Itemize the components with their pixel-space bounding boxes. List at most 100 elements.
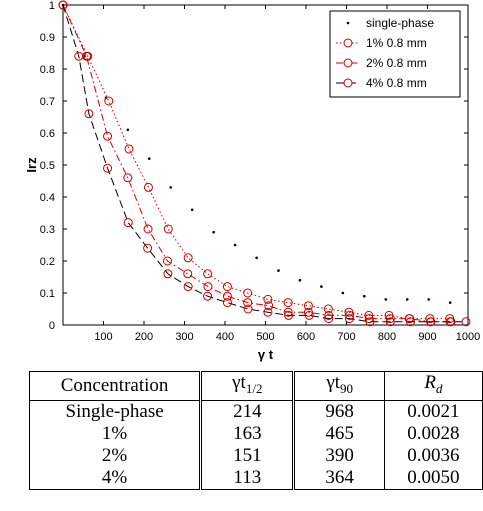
y-tick-label: 0.4 bbox=[40, 192, 55, 204]
series-point-2 bbox=[183, 269, 193, 279]
series-point-3 bbox=[103, 163, 113, 173]
series-point-3 bbox=[222, 298, 232, 308]
series-point-single-phase bbox=[384, 298, 388, 301]
series-point-2 bbox=[324, 310, 334, 320]
cell-rd: 0.0021 bbox=[407, 400, 460, 422]
table-header-row: Concentration γt1/2 γt90 Rd bbox=[29, 371, 483, 401]
series-point-2 bbox=[385, 314, 395, 324]
series-point-1 bbox=[263, 294, 273, 304]
series-point-3 bbox=[58, 0, 68, 10]
x-axis-label: γ t bbox=[258, 347, 274, 362]
series-point-1 bbox=[104, 96, 114, 106]
series-point-1 bbox=[143, 182, 153, 192]
series-point-3 bbox=[84, 109, 94, 119]
x-tick-label: 200 bbox=[135, 331, 153, 343]
y-axis-label: Irz bbox=[24, 157, 39, 173]
series-point-1 bbox=[303, 301, 313, 311]
y-tick-label: 0.3 bbox=[40, 224, 55, 236]
series-point-single-phase bbox=[427, 298, 431, 301]
x-tick-label: 300 bbox=[175, 331, 193, 343]
x-tick-label: 100 bbox=[94, 331, 112, 343]
x-tick-label: 400 bbox=[216, 331, 234, 343]
cell-t90: 390 bbox=[293, 444, 385, 467]
table-row: 2% 151 390 0.0036 bbox=[29, 444, 483, 467]
series-point-1 bbox=[364, 310, 374, 320]
cell-t-half: 113 bbox=[200, 466, 296, 490]
table-row: 4% 113 364 0.0050 bbox=[29, 466, 483, 490]
cell-t-half: 163 bbox=[200, 422, 296, 445]
series-line-1 bbox=[62, 4, 450, 320]
x-tick-label: 800 bbox=[378, 331, 396, 343]
y-tick-label: 0.5 bbox=[40, 160, 55, 172]
series-point-3 bbox=[74, 51, 84, 61]
series-point-2 bbox=[303, 307, 313, 317]
cell-concentration: 2% bbox=[29, 444, 203, 467]
series-point-3 bbox=[446, 317, 456, 327]
series-point-3 bbox=[143, 243, 153, 253]
series-point-single-phase bbox=[405, 298, 409, 301]
header-t90: γt90 bbox=[293, 371, 385, 401]
series-point-1 bbox=[283, 298, 293, 308]
series-point-2 bbox=[203, 282, 213, 292]
series-point-single-phase bbox=[212, 230, 215, 234]
series-point-1 bbox=[425, 314, 435, 324]
series-point-single-phase bbox=[448, 301, 452, 304]
legend-label-0: single-phase bbox=[366, 16, 434, 30]
x-tick-label: 700 bbox=[337, 331, 355, 343]
x-tick-label: 600 bbox=[297, 331, 315, 343]
cell-rd: 0.0036 bbox=[407, 444, 460, 466]
cell-concentration: 1% bbox=[29, 422, 203, 445]
series-point-single-phase bbox=[255, 256, 258, 260]
series-point-1 bbox=[222, 282, 232, 292]
series-point-2 bbox=[162, 256, 172, 266]
series-point-single-phase bbox=[190, 208, 194, 212]
cell-t-half: 214 bbox=[200, 400, 296, 423]
legend-label-3: 4% 0.8 mm bbox=[366, 76, 427, 90]
legend-marker-1 bbox=[343, 38, 353, 48]
cell-concentration: 4% bbox=[29, 466, 203, 490]
decay-chart: 100 200 300 400 500 600 700 800 900 1000 0 0.1 0.2 0.… bbox=[24, 0, 480, 362]
legend-marker-2 bbox=[343, 58, 353, 68]
results-table: Concentration γt1/2 γt90 Rd Single-phase… bbox=[29, 371, 483, 490]
series-point-3 bbox=[203, 291, 213, 301]
series-point-1 bbox=[323, 304, 333, 314]
series-point-2 bbox=[345, 310, 355, 320]
y-tick-label: 0.2 bbox=[40, 256, 55, 268]
series-point-3 bbox=[461, 317, 471, 327]
series-point-single-phase bbox=[363, 294, 366, 298]
series-point-2 bbox=[405, 314, 415, 324]
series-point-2 bbox=[243, 298, 253, 308]
legend-box bbox=[329, 10, 461, 98]
series-point-1 bbox=[183, 253, 193, 263]
series-point-3 bbox=[365, 317, 375, 327]
legend-label-2: 2% 0.8 mm bbox=[366, 56, 427, 70]
series-line-3 bbox=[62, 4, 466, 323]
cell-concentration: Single-phase bbox=[29, 400, 203, 423]
y-tick-label: 1 bbox=[49, 0, 55, 12]
header-rd: Rd bbox=[384, 371, 483, 401]
series-point-2 bbox=[283, 307, 293, 317]
series-point-3 bbox=[183, 282, 193, 292]
cell-t-half: 151 bbox=[200, 444, 296, 467]
series-point-single-phase bbox=[277, 269, 280, 272]
table-row: Single-phase 214 968 0.0021 bbox=[29, 400, 483, 423]
series-point-3 bbox=[243, 304, 253, 314]
series-point-3 bbox=[324, 314, 334, 324]
x-tick-label: 1000 bbox=[456, 331, 480, 343]
y-tick-label: 0 bbox=[49, 320, 55, 332]
series-point-3 bbox=[385, 317, 395, 327]
series-point-single-phase bbox=[341, 291, 345, 295]
series-point-3 bbox=[405, 317, 415, 327]
series-point-2 bbox=[364, 314, 374, 324]
series-point-1 bbox=[344, 307, 354, 317]
series-point-3 bbox=[163, 269, 173, 279]
legend-label-1: 1% 0.8 mm bbox=[366, 36, 427, 50]
series-point-1 bbox=[203, 269, 213, 279]
cell-rd: 0.0050 bbox=[407, 466, 460, 488]
series-point-single-phase bbox=[320, 285, 323, 288]
series-point-2 bbox=[264, 301, 274, 311]
series-point-single-phase bbox=[169, 186, 173, 189]
y-tick-label: 0.9 bbox=[40, 32, 55, 44]
series-point-3 bbox=[426, 317, 436, 327]
series-point-single-phase bbox=[126, 128, 130, 132]
